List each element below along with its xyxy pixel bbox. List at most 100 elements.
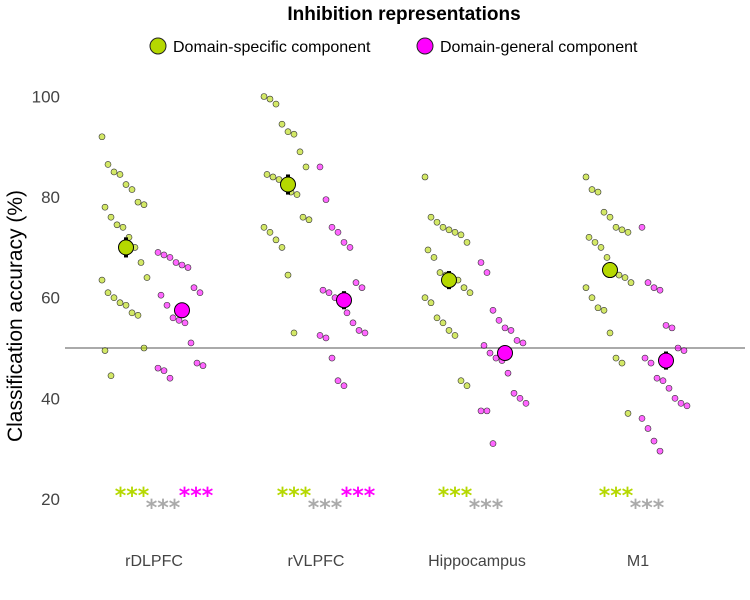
data-point bbox=[134, 198, 142, 206]
mean-marker bbox=[497, 345, 513, 362]
mean-marker bbox=[441, 272, 457, 289]
legend-marker-domain-general bbox=[416, 37, 434, 55]
data-point bbox=[603, 254, 611, 261]
data-point bbox=[290, 130, 298, 138]
data-point bbox=[119, 223, 127, 231]
data-point bbox=[104, 161, 112, 168]
data-point bbox=[427, 299, 435, 307]
data-point bbox=[457, 377, 465, 384]
data-point bbox=[101, 347, 109, 354]
data-point bbox=[340, 239, 348, 246]
data-point bbox=[263, 171, 271, 178]
data-point bbox=[641, 354, 649, 362]
data-point bbox=[134, 312, 142, 319]
data-point bbox=[671, 394, 679, 402]
data-point bbox=[457, 231, 465, 239]
data-point bbox=[621, 274, 629, 281]
y-tick-label: 20 bbox=[41, 490, 60, 509]
significance-domain-general: *** bbox=[179, 484, 214, 509]
significance-domain-specific: *** bbox=[438, 484, 473, 509]
data-point bbox=[600, 306, 608, 314]
data-point bbox=[618, 226, 626, 234]
data-point bbox=[340, 382, 348, 390]
data-point bbox=[519, 339, 527, 347]
data-point bbox=[638, 223, 646, 231]
data-point bbox=[266, 229, 274, 236]
data-point bbox=[140, 344, 148, 352]
legend: Domain-specific component Domain-general… bbox=[149, 37, 638, 56]
data-point bbox=[466, 289, 474, 296]
data-point bbox=[510, 389, 518, 397]
data-point bbox=[430, 254, 438, 261]
data-point bbox=[522, 400, 530, 407]
data-point bbox=[352, 279, 360, 286]
x-category-label: rVLPFC bbox=[288, 553, 345, 570]
data-point bbox=[278, 120, 286, 128]
data-point bbox=[612, 223, 620, 231]
y-tick-label: 80 bbox=[41, 188, 60, 207]
data-point bbox=[489, 440, 497, 447]
data-point bbox=[477, 259, 485, 266]
data-point bbox=[612, 354, 620, 362]
data-point bbox=[477, 407, 485, 415]
chart-title: Inhibition representations bbox=[287, 4, 520, 25]
data-point bbox=[175, 317, 183, 324]
data-point bbox=[266, 95, 274, 103]
data-point bbox=[293, 191, 301, 198]
data-point bbox=[433, 314, 441, 322]
y-axis-ticks: 20 40 60 80 100 bbox=[32, 88, 60, 509]
individual-points bbox=[98, 93, 691, 455]
y-tick-label: 40 bbox=[41, 389, 60, 408]
data-point bbox=[665, 384, 673, 392]
x-axis-categories: rDLPFC rVLPFC Hippocampus M1 bbox=[125, 553, 649, 570]
data-point bbox=[328, 354, 336, 362]
data-point bbox=[513, 337, 521, 344]
data-point bbox=[594, 188, 602, 196]
data-point bbox=[184, 264, 192, 271]
data-point bbox=[507, 327, 515, 334]
data-point bbox=[594, 304, 602, 312]
data-point bbox=[163, 301, 171, 309]
mean-marker bbox=[174, 302, 190, 319]
data-point bbox=[322, 196, 330, 203]
data-point bbox=[181, 319, 189, 327]
data-point bbox=[486, 349, 494, 357]
data-point bbox=[110, 294, 118, 302]
data-point bbox=[154, 364, 162, 372]
data-point bbox=[463, 382, 471, 390]
data-point bbox=[284, 271, 292, 279]
data-point bbox=[160, 367, 168, 374]
data-point bbox=[600, 208, 608, 216]
y-axis-label: Classification accuracy (%) bbox=[4, 190, 27, 442]
data-point bbox=[290, 329, 298, 337]
significance-domain-general: *** bbox=[341, 484, 376, 509]
data-point bbox=[427, 213, 435, 221]
data-point bbox=[650, 437, 658, 445]
data-point bbox=[445, 226, 453, 234]
data-point bbox=[668, 324, 676, 332]
data-point bbox=[361, 329, 369, 337]
data-point bbox=[591, 239, 599, 246]
data-point bbox=[451, 332, 459, 339]
significance-stars: ********* ********* ****** ****** bbox=[115, 484, 665, 521]
data-point bbox=[606, 213, 614, 221]
data-point bbox=[143, 274, 151, 281]
data-point bbox=[606, 329, 614, 337]
data-point bbox=[680, 347, 688, 354]
data-point bbox=[302, 163, 310, 171]
data-point bbox=[334, 229, 342, 236]
data-point bbox=[128, 309, 136, 317]
legend-label-domain-specific: Domain-specific component bbox=[173, 39, 371, 56]
data-point bbox=[113, 221, 121, 229]
data-point bbox=[421, 294, 429, 302]
data-point bbox=[656, 286, 664, 294]
data-point bbox=[325, 289, 333, 296]
data-point bbox=[128, 186, 136, 193]
data-point bbox=[107, 372, 115, 379]
x-category-label: M1 bbox=[627, 553, 649, 570]
data-point bbox=[193, 359, 201, 367]
data-point bbox=[199, 362, 207, 369]
data-point bbox=[101, 203, 109, 211]
data-point bbox=[334, 377, 342, 384]
mean-marker bbox=[602, 262, 618, 279]
